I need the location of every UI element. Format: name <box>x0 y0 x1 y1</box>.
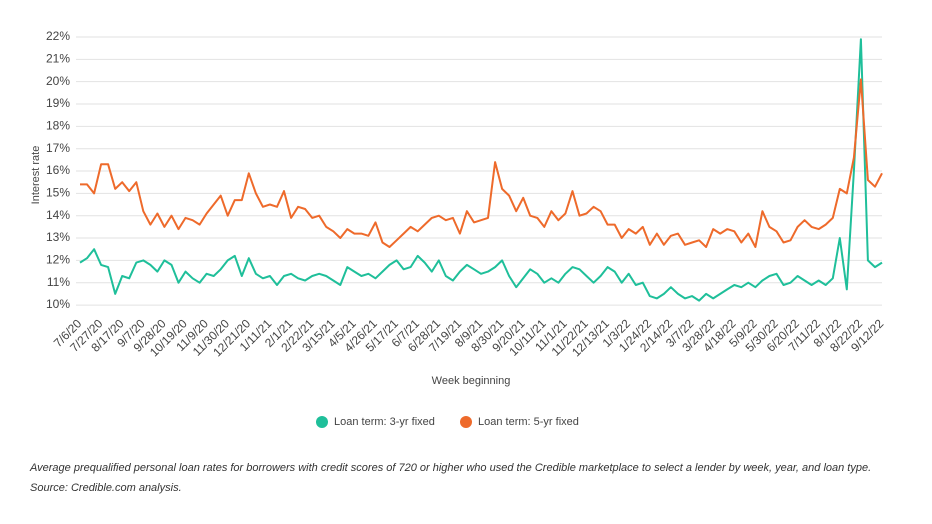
x-axis-title: Week beginning <box>432 375 511 387</box>
caption: Average prequalified personal loan rates… <box>30 462 872 494</box>
y-tick-label: 17% <box>46 141 70 155</box>
y-tick-label: 13% <box>46 230 70 244</box>
y-tick-label: 19% <box>46 96 70 110</box>
y-tick-label: 16% <box>46 163 70 177</box>
y-tick-label: 18% <box>46 119 70 133</box>
y-tick-label: 10% <box>46 297 70 311</box>
line-series <box>80 78 883 248</box>
y-tick-label: 11% <box>47 275 70 289</box>
y-axis-title: Interest rate <box>30 146 42 205</box>
y-tick-label: 14% <box>46 208 70 222</box>
chart: Interest rate Week beginning 10% 11% 12% 13… <box>30 29 887 428</box>
y-tick-label: 22% <box>46 29 70 43</box>
legend-label: Loan term: 5-yr fixed <box>478 416 579 428</box>
legend-marker <box>316 416 328 428</box>
y-tick-label: 21% <box>46 52 70 66</box>
legend-marker <box>460 416 472 428</box>
line-series <box>79 38 883 302</box>
y-tick-label: 20% <box>46 74 70 88</box>
y-tick-label: 12% <box>46 253 70 267</box>
y-tick-label: 15% <box>46 186 70 200</box>
legend-label: Loan term: 3-yr fixed <box>334 416 435 428</box>
